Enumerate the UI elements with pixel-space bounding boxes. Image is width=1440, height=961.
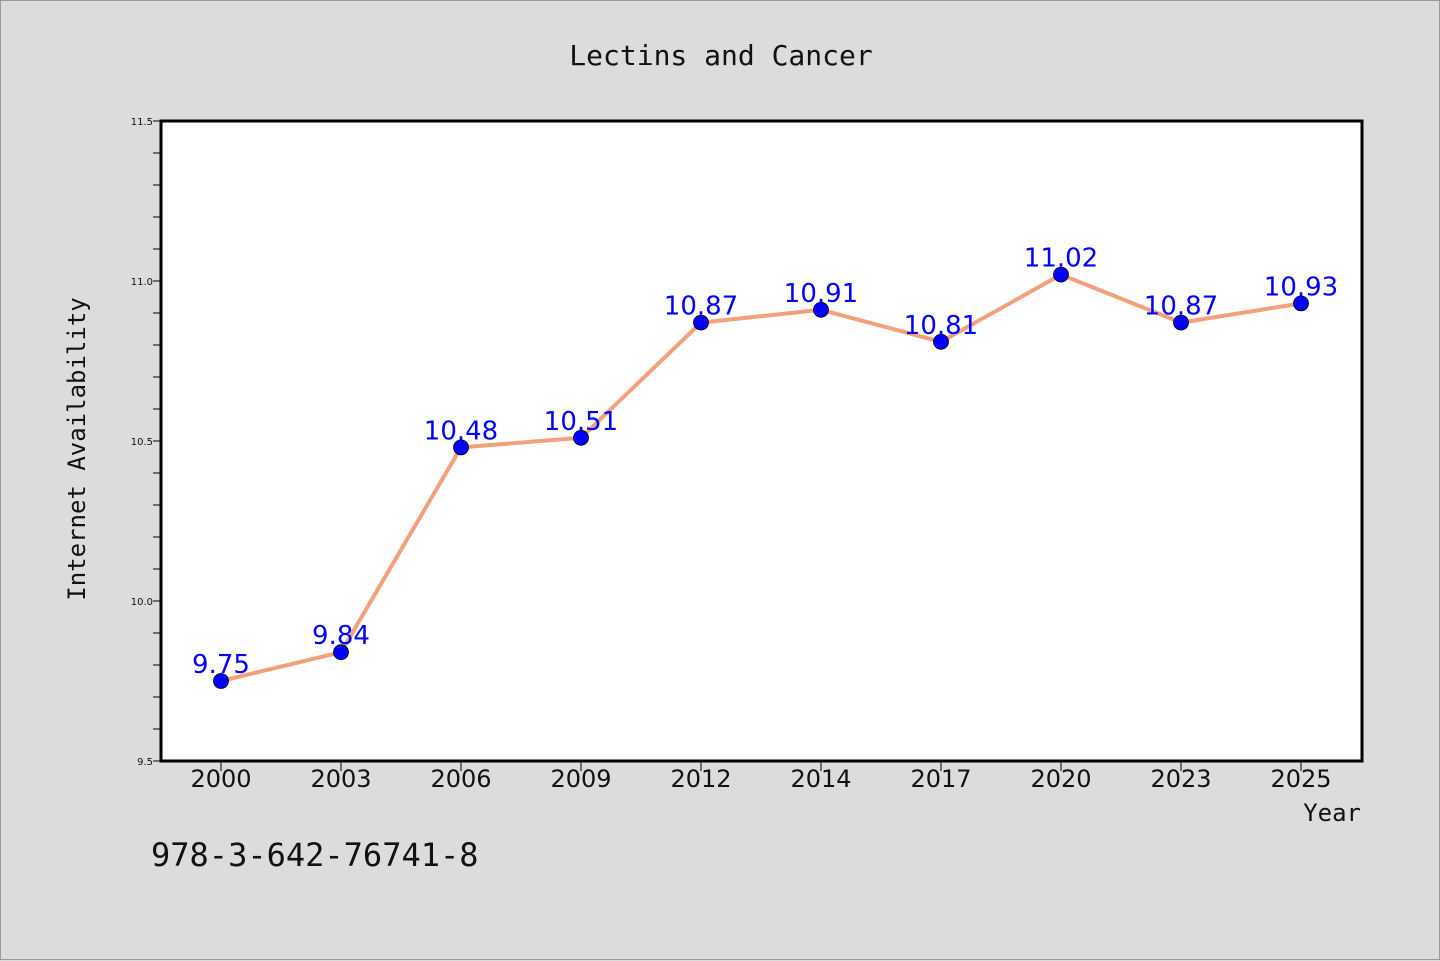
x-tick-label: 2000 — [190, 765, 251, 793]
x-axis-label: Year — [1303, 799, 1361, 827]
data-label: 9.84 — [312, 621, 370, 651]
y-tick-label: 9.5 — [137, 757, 153, 768]
x-tick-label: 2017 — [910, 765, 971, 793]
x-tick-label: 2025 — [1270, 765, 1331, 793]
data-label: 9.75 — [192, 650, 250, 680]
data-label: 10.51 — [544, 407, 618, 437]
x-tick-label: 2006 — [430, 765, 491, 793]
plot-area — [159, 119, 1364, 763]
data-point — [1053, 266, 1069, 283]
data-label: 10.87 — [664, 292, 738, 322]
y-tick-label: 10.0 — [131, 597, 153, 608]
data-point — [453, 439, 469, 456]
y-tick-label: 11.5 — [131, 117, 153, 128]
data-point — [213, 673, 229, 689]
isbn-text: 978-3-642-76741-8 — [151, 836, 479, 874]
y-axis-ticks: 9.5 10.0 10.5 11.0 11.5 — [131, 117, 161, 768]
data-point — [813, 301, 829, 318]
x-tick-label: 2012 — [670, 765, 731, 793]
y-tick-label: 10.5 — [131, 437, 153, 448]
data-label: 10.81 — [904, 311, 978, 341]
x-tick-label: 2023 — [1150, 765, 1211, 793]
data-point — [693, 314, 709, 331]
x-tick-label: 2020 — [1030, 765, 1091, 793]
x-tick-label: 2003 — [310, 765, 371, 793]
data-label: 10.91 — [784, 279, 858, 309]
data-point — [333, 644, 349, 661]
data-label: 10.93 — [1264, 272, 1338, 302]
x-axis-ticks: 2000 2003 2006 2009 2012 2014 2017 2020 2023 2025 — [190, 761, 1332, 793]
y-tick-label: 11.0 — [131, 277, 153, 288]
series-line — [219, 272, 1303, 683]
data-label: 10.48 — [424, 416, 498, 446]
x-tick-label: 2014 — [790, 765, 851, 793]
data-label: 11.02 — [1024, 244, 1098, 274]
y-axis-label: Internet Availability — [63, 297, 91, 600]
data-point — [1293, 295, 1309, 312]
data-point — [1173, 314, 1189, 331]
data-point — [933, 333, 949, 350]
data-label: 10.87 — [1144, 292, 1218, 322]
series-group: 9.75 9.84 10.48 10.51 10.87 10.91 10.81 11.02 10… — [192, 244, 1338, 689]
chart-title: Lectins and Cancer — [569, 39, 872, 72]
x-tick-label: 2009 — [550, 765, 611, 793]
data-point — [573, 429, 589, 446]
